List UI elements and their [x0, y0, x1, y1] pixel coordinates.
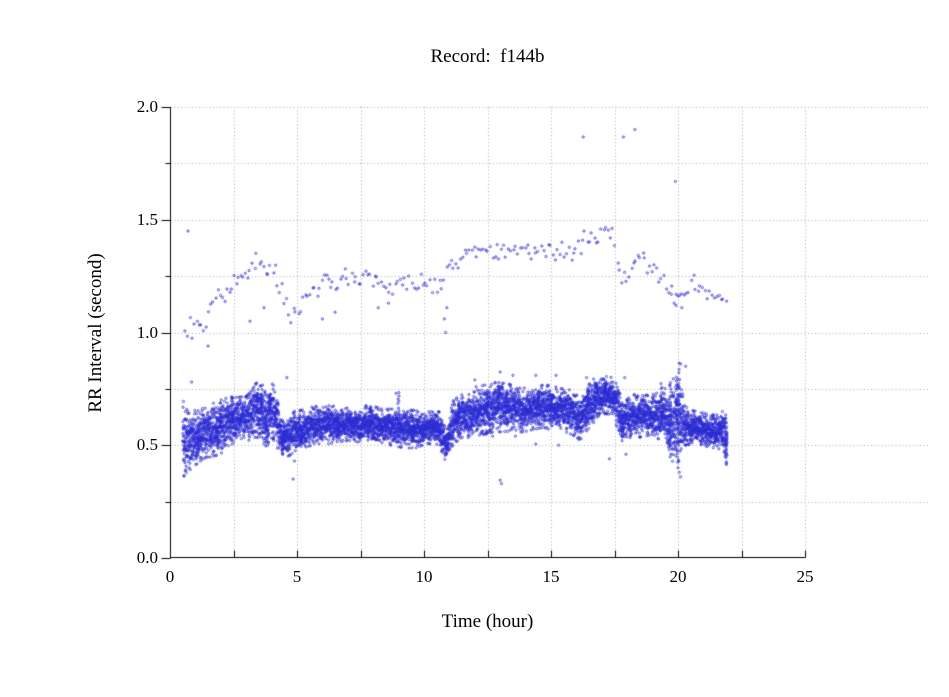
x-tick-label: 10	[415, 567, 433, 586]
y-axis-title-text: RR Interval (second)	[85, 253, 106, 413]
y-tick-label: 2.0	[136, 97, 158, 116]
x-tick-label: 20	[669, 567, 687, 586]
y-tick-label: 1.5	[136, 209, 158, 229]
x-tick-label: 25	[796, 567, 814, 586]
chart-title: Record: f144b	[430, 46, 545, 67]
x-tick-label: 0	[165, 567, 175, 586]
x-tick-label: 15	[542, 567, 560, 586]
x-axis-title: Time (hour)	[441, 611, 534, 632]
y-tick-label: 1.0	[136, 322, 158, 342]
x-tick-label: 5	[292, 567, 302, 586]
y-tick-label: 0.5	[136, 435, 158, 455]
y-tick-label: 0.0	[136, 548, 158, 567]
